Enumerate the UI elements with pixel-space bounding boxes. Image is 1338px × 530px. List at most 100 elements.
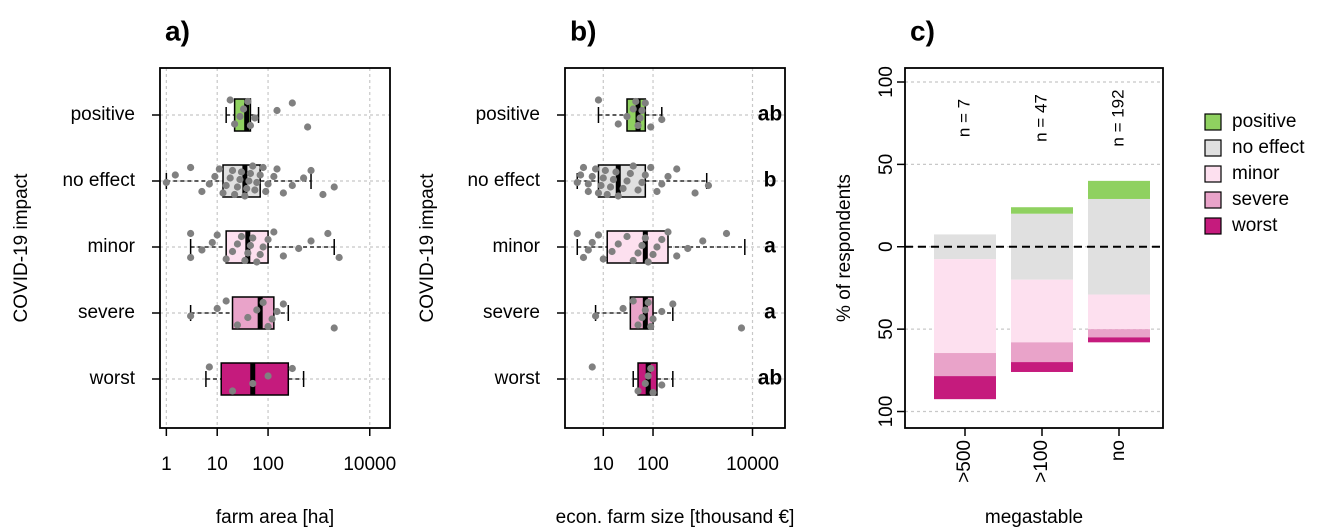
data-point <box>237 168 246 176</box>
data-point <box>638 178 646 187</box>
data-point <box>162 178 170 187</box>
data-point <box>236 175 244 184</box>
data-point <box>244 249 252 257</box>
significance-letter: ab <box>758 103 783 126</box>
data-point <box>619 304 627 313</box>
data-point <box>649 315 657 323</box>
y-tick-label: minor <box>492 236 540 257</box>
x-tick-label: 10 <box>593 454 614 475</box>
data-point <box>241 256 249 265</box>
data-point <box>251 114 259 122</box>
data-point <box>579 163 588 172</box>
data-point <box>614 240 622 248</box>
data-point <box>268 315 276 323</box>
data-point <box>213 231 221 239</box>
y-tick-label: 100 <box>876 396 897 428</box>
data-point <box>226 174 234 182</box>
legend-swatch <box>1204 217 1222 235</box>
data-point <box>641 234 649 242</box>
data-point <box>251 186 259 194</box>
data-point <box>588 363 596 371</box>
legend-swatch <box>1204 165 1222 183</box>
data-point <box>632 97 640 106</box>
data-point <box>649 388 657 397</box>
y-tick-label: worst <box>494 368 541 389</box>
plot-frame <box>159 67 391 429</box>
data-point <box>288 99 296 107</box>
data-point <box>171 171 179 179</box>
data-point <box>591 312 600 320</box>
data-point <box>664 228 672 236</box>
data-point <box>245 177 253 185</box>
data-point <box>264 322 272 331</box>
data-point <box>273 307 281 316</box>
legend-label: worst <box>1231 215 1278 236</box>
data-point <box>237 232 246 241</box>
data-point <box>259 298 267 307</box>
data-point <box>249 234 257 242</box>
data-point <box>658 115 666 124</box>
data-point <box>253 306 261 314</box>
y-tick-label: positive <box>476 104 540 125</box>
data-point <box>259 163 267 172</box>
bar-segment <box>1011 279 1073 343</box>
y-tick-label: minor <box>87 236 135 257</box>
data-point <box>231 190 239 199</box>
panel-title: a) <box>165 15 190 46</box>
y-tick-label: 50 <box>876 319 897 340</box>
data-point <box>249 379 257 388</box>
x-tick-label: >100 <box>1031 440 1052 483</box>
data-point <box>634 186 642 194</box>
data-point <box>279 252 287 260</box>
data-point <box>236 112 244 121</box>
data-point <box>244 97 252 106</box>
data-point <box>634 121 642 130</box>
data-point <box>699 237 707 245</box>
data-point <box>658 235 666 244</box>
data-point <box>300 174 308 182</box>
data-point <box>644 298 652 307</box>
y-tick-label: no effect <box>467 170 540 191</box>
data-point <box>243 184 251 193</box>
data-point <box>647 364 655 373</box>
x-tick-label: 100 <box>637 454 669 475</box>
legend-label: severe <box>1232 189 1289 210</box>
data-point <box>629 105 637 113</box>
data-point <box>226 96 234 104</box>
data-point <box>244 313 252 322</box>
data-point <box>653 243 661 251</box>
data-point <box>222 297 230 305</box>
data-point <box>211 172 219 181</box>
data-point <box>256 171 264 179</box>
data-point <box>647 322 655 331</box>
data-point <box>737 324 746 332</box>
annotation: n = 47 <box>1031 94 1050 142</box>
data-point <box>608 247 616 256</box>
y-tick-label: no effect <box>62 170 135 191</box>
bar-segment <box>934 259 996 354</box>
bar-segment <box>1011 342 1073 363</box>
x-tick-label: 10000 <box>343 454 396 475</box>
x-axis-label: econ. farm size [thousand €] <box>556 507 795 528</box>
data-point <box>634 249 642 257</box>
annotation: n = 7 <box>954 99 973 137</box>
data-point <box>673 165 681 173</box>
y-tick-label: 0 <box>876 241 897 252</box>
y-tick-label: 50 <box>876 154 897 175</box>
plot-frame <box>564 67 786 429</box>
data-point <box>644 372 652 380</box>
legend-swatch <box>1204 139 1222 157</box>
data-point <box>264 180 272 188</box>
bar-segment <box>1011 207 1073 214</box>
data-point <box>324 229 332 238</box>
data-point <box>249 162 257 170</box>
data-point <box>603 190 611 199</box>
data-point <box>577 171 585 179</box>
data-point <box>653 187 661 196</box>
data-point <box>641 99 649 107</box>
bar-segment <box>1088 180 1150 199</box>
data-point <box>636 114 644 122</box>
data-point <box>335 253 343 262</box>
data-point <box>270 228 278 236</box>
y-tick-label: severe <box>483 302 540 323</box>
